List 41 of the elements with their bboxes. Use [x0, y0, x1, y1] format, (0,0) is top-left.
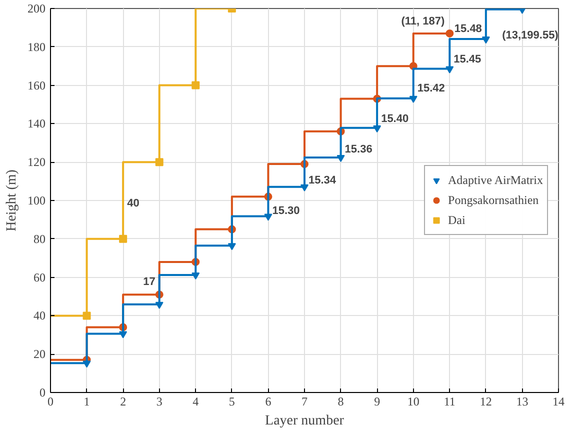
y-tick-label: 80 — [34, 232, 46, 246]
x-tick-label: 8 — [338, 394, 344, 408]
y-tick-label: 20 — [34, 347, 46, 362]
x-tick-label: 9 — [374, 394, 380, 408]
annotation: (13,199.55) — [502, 29, 559, 42]
y-tick-label: 180 — [28, 40, 46, 54]
x-tick-label: 11 — [444, 394, 456, 408]
y-tick-label: 40 — [34, 308, 46, 323]
y-tick-label: 0 — [40, 386, 46, 400]
y-tick-label: 140 — [28, 116, 46, 131]
x-tick-label: 12 — [480, 394, 492, 408]
x-tick-label: 13 — [516, 394, 528, 408]
annotation: 40 — [127, 198, 140, 210]
y-axis-title: Height (m) — [4, 169, 20, 232]
annotation: 15.42 — [417, 82, 445, 94]
x-tick-label: 7 — [302, 394, 308, 408]
annotation: 15.48 — [454, 22, 482, 35]
annotation: 15.45 — [454, 54, 482, 66]
annotation: 15.30 — [272, 205, 300, 218]
annotation: 17 — [143, 276, 156, 288]
x-tick-label: 3 — [156, 394, 162, 408]
y-tick-label: 200 — [28, 2, 46, 16]
y-tick-label: 120 — [28, 155, 46, 170]
x-tick-label: 5 — [228, 394, 235, 408]
x-tick-label: 10 — [407, 394, 420, 408]
legend-label: Pongsakornsathien — [448, 192, 539, 208]
x-axis-title: Layer number — [265, 414, 344, 428]
y-tick-label: 100 — [28, 194, 46, 208]
annotation: 15.34 — [308, 174, 337, 186]
x-tick-label: 6 — [265, 394, 272, 408]
y-tick-label: 160 — [28, 78, 46, 92]
annotation: 15.40 — [381, 113, 409, 126]
y-tick-label: 60 — [34, 270, 46, 284]
annotation: (11, 187) — [401, 15, 445, 28]
x-tick-label: 14 — [552, 394, 564, 408]
x-tick-label: 1 — [84, 394, 90, 408]
x-tick-label: 2 — [120, 394, 126, 408]
x-tick-label: 4 — [192, 394, 199, 408]
annotation: 15.36 — [344, 144, 372, 156]
legend-label: Dai — [448, 212, 466, 228]
legend-label: Adaptive AirMatrix — [448, 172, 543, 188]
